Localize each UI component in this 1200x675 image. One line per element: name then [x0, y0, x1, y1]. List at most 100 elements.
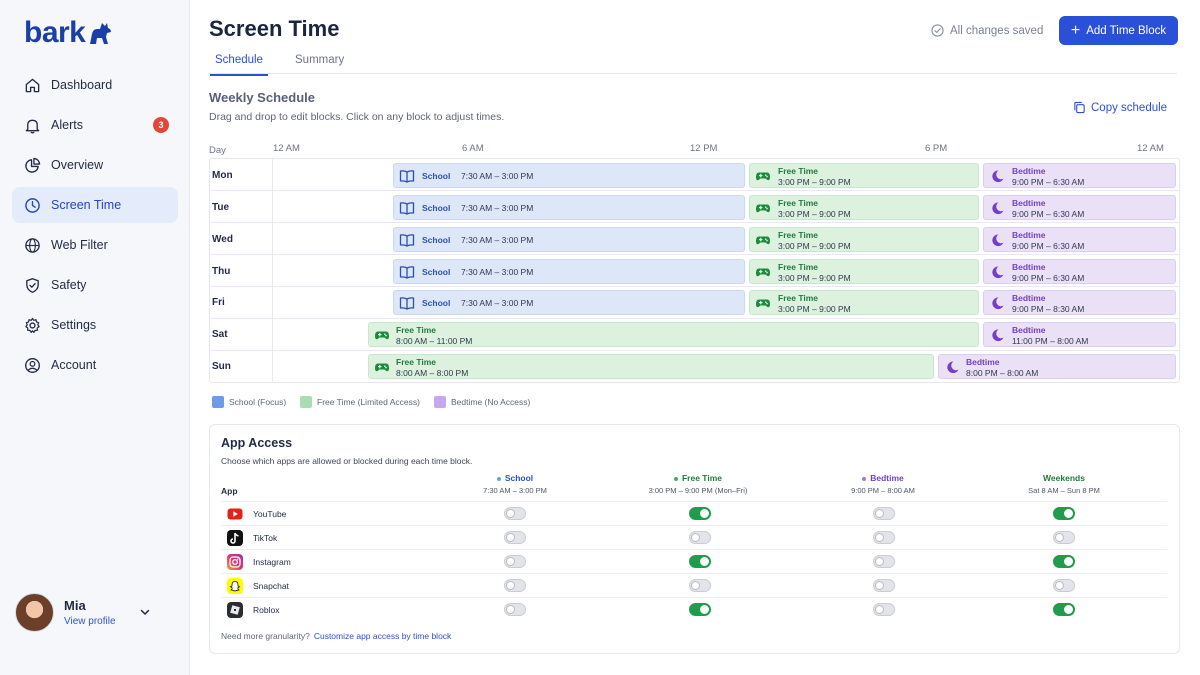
- copy-icon: [1074, 101, 1085, 114]
- sidebar-item-dashboard[interactable]: Dashboard: [12, 67, 178, 103]
- block-time: 3:00 PM – 9:00 PM: [778, 241, 851, 251]
- time-block-bedtime[interactable]: Bedtime 11:00 PM – 8:00 AM: [983, 322, 1176, 347]
- column-header-school: School 7:30 AM – 3:00 PM: [435, 473, 595, 495]
- copy-schedule-button[interactable]: Copy schedule: [1073, 101, 1167, 114]
- tab-bar: Schedule Summary: [209, 52, 1177, 76]
- time-block-school[interactable]: School 7:30 AM – 3:00 PM: [393, 195, 745, 220]
- time-block-school[interactable]: School 7:30 AM – 3:00 PM: [393, 227, 745, 252]
- access-toggle-free-time[interactable]: [689, 555, 711, 568]
- time-block-school[interactable]: School 7:30 AM – 3:00 PM: [393, 290, 745, 315]
- access-toggle-bedtime[interactable]: [873, 579, 895, 592]
- pie-chart-icon: [23, 156, 41, 174]
- access-toggle-free-time[interactable]: [689, 579, 711, 592]
- sidebar-item-overview[interactable]: Overview: [12, 147, 178, 183]
- time-block-free-time[interactable]: Free Time 8:00 AM – 8:00 PM: [368, 354, 934, 379]
- roblox-icon: [227, 602, 243, 618]
- access-toggle-weekends[interactable]: [1053, 507, 1075, 520]
- bark-logo[interactable]: bark: [24, 16, 113, 50]
- access-toggle-school[interactable]: [504, 555, 526, 568]
- access-toggle-school[interactable]: [504, 531, 526, 544]
- sidebar-item-safety[interactable]: Safety: [12, 267, 178, 303]
- page-title: Screen Time: [209, 16, 340, 41]
- day-label-sat: Sat: [212, 329, 228, 340]
- gear-icon: [23, 316, 41, 334]
- access-toggle-weekends[interactable]: [1053, 603, 1075, 616]
- block-time: 3:00 PM – 9:00 PM: [778, 273, 851, 283]
- time-block-school[interactable]: School 7:30 AM – 3:00 PM: [393, 163, 745, 188]
- time-block-bedtime[interactable]: Bedtime 9:00 PM – 6:30 AM: [983, 227, 1176, 252]
- time-block-free-time[interactable]: Free Time 3:00 PM – 9:00 PM: [749, 259, 979, 284]
- moon-icon: [992, 234, 1004, 247]
- access-toggle-free-time[interactable]: [689, 603, 711, 616]
- gamepad-icon: [375, 363, 389, 372]
- shield-check-icon: [23, 276, 41, 294]
- sidebar-item-label: Dashboard: [51, 78, 113, 92]
- legend-swatch: [212, 396, 224, 408]
- day-label-sun: Sun: [212, 361, 231, 372]
- time-block-free-time[interactable]: Free Time 3:00 PM – 9:00 PM: [749, 195, 979, 220]
- check-circle-icon: [931, 24, 944, 37]
- app-column-header: App: [221, 486, 238, 496]
- tab-schedule[interactable]: Schedule: [210, 54, 268, 76]
- time-block-school[interactable]: School 7:30 AM – 3:00 PM: [393, 259, 745, 284]
- access-toggle-weekends[interactable]: [1053, 531, 1075, 544]
- column-dot: [673, 476, 678, 481]
- block-name: Free Time: [778, 293, 819, 303]
- sidebar-item-alerts[interactable]: Alerts 3: [12, 107, 178, 143]
- time-block-free-time[interactable]: Free Time 3:00 PM – 9:00 PM: [749, 290, 979, 315]
- plus-icon: +: [1070, 21, 1081, 39]
- block-name: Bedtime: [1012, 325, 1046, 335]
- sidebar-item-label: Alerts: [51, 118, 83, 132]
- sidebar-item-screen-time[interactable]: Screen Time: [12, 187, 178, 223]
- time-axis-label: 6 AM: [462, 143, 484, 154]
- legend-item-free-time: Free Time (Limited Access): [300, 396, 420, 408]
- access-toggle-school[interactable]: [504, 603, 526, 616]
- access-toggle-bedtime[interactable]: [873, 603, 895, 616]
- time-axis-label: 12 AM: [273, 143, 300, 154]
- time-block-bedtime[interactable]: Bedtime 9:00 PM – 6:30 AM: [983, 259, 1176, 284]
- sidebar-item-settings[interactable]: Settings: [12, 307, 178, 343]
- customize-app-access-link[interactable]: Customize app access by time block: [313, 631, 452, 641]
- time-block-bedtime[interactable]: Bedtime 8:00 PM – 8:00 AM: [938, 354, 1176, 379]
- access-toggle-free-time[interactable]: [689, 507, 711, 520]
- row-divider: [209, 222, 1180, 223]
- day-column-header: Day: [209, 145, 226, 156]
- block-name: Bedtime: [1012, 262, 1046, 272]
- time-block-bedtime[interactable]: Bedtime 9:00 PM – 6:30 AM: [983, 163, 1176, 188]
- block-name: Free Time: [778, 262, 819, 272]
- access-toggle-school[interactable]: [504, 579, 526, 592]
- access-toggle-bedtime[interactable]: [873, 531, 895, 544]
- time-block-bedtime[interactable]: Bedtime 9:00 PM – 8:30 AM: [983, 290, 1176, 315]
- moon-icon: [947, 361, 959, 374]
- access-toggle-bedtime[interactable]: [873, 507, 895, 520]
- sidebar-item-account[interactable]: Account: [12, 347, 178, 383]
- column-name: Weekends: [1043, 473, 1085, 483]
- day-label-tue: Tue: [212, 202, 230, 213]
- access-toggle-free-time[interactable]: [689, 531, 711, 544]
- time-block-bedtime[interactable]: Bedtime 9:00 PM – 6:30 AM: [983, 195, 1176, 220]
- chevron-down-icon[interactable]: [139, 606, 151, 618]
- time-axis-label: 12 AM: [1137, 143, 1164, 154]
- column-name: Bedtime: [870, 473, 904, 483]
- sidebar-item-label: Settings: [51, 318, 97, 332]
- day-label-thu: Thu: [212, 266, 231, 277]
- profile-menu[interactable]: Mia View profile: [15, 592, 165, 632]
- time-block-free-time[interactable]: Free Time 3:00 PM – 9:00 PM: [749, 227, 979, 252]
- block-time: 3:00 PM – 9:00 PM: [778, 177, 851, 187]
- profile-name: Mia: [64, 597, 86, 613]
- time-block-free-time[interactable]: Free Time 3:00 PM – 9:00 PM: [749, 163, 979, 188]
- row-divider: [209, 350, 1180, 351]
- app-name: Snapchat: [253, 581, 289, 591]
- view-profile-link[interactable]: View profile: [64, 615, 116, 627]
- tab-summary[interactable]: Summary: [295, 54, 344, 74]
- moon-icon: [992, 266, 1004, 279]
- sidebar-item-web-filter[interactable]: Web Filter: [12, 227, 178, 263]
- granularity-text: Need more granularity?: [221, 631, 310, 641]
- access-toggle-school[interactable]: [504, 507, 526, 520]
- time-block-free-time[interactable]: Free Time 8:00 AM – 11:00 PM: [368, 322, 979, 347]
- access-toggle-weekends[interactable]: [1053, 555, 1075, 568]
- access-toggle-weekends[interactable]: [1053, 579, 1075, 592]
- access-toggle-bedtime[interactable]: [873, 555, 895, 568]
- moon-icon: [992, 170, 1004, 183]
- add-time-block-button[interactable]: + Add Time Block: [1059, 16, 1178, 45]
